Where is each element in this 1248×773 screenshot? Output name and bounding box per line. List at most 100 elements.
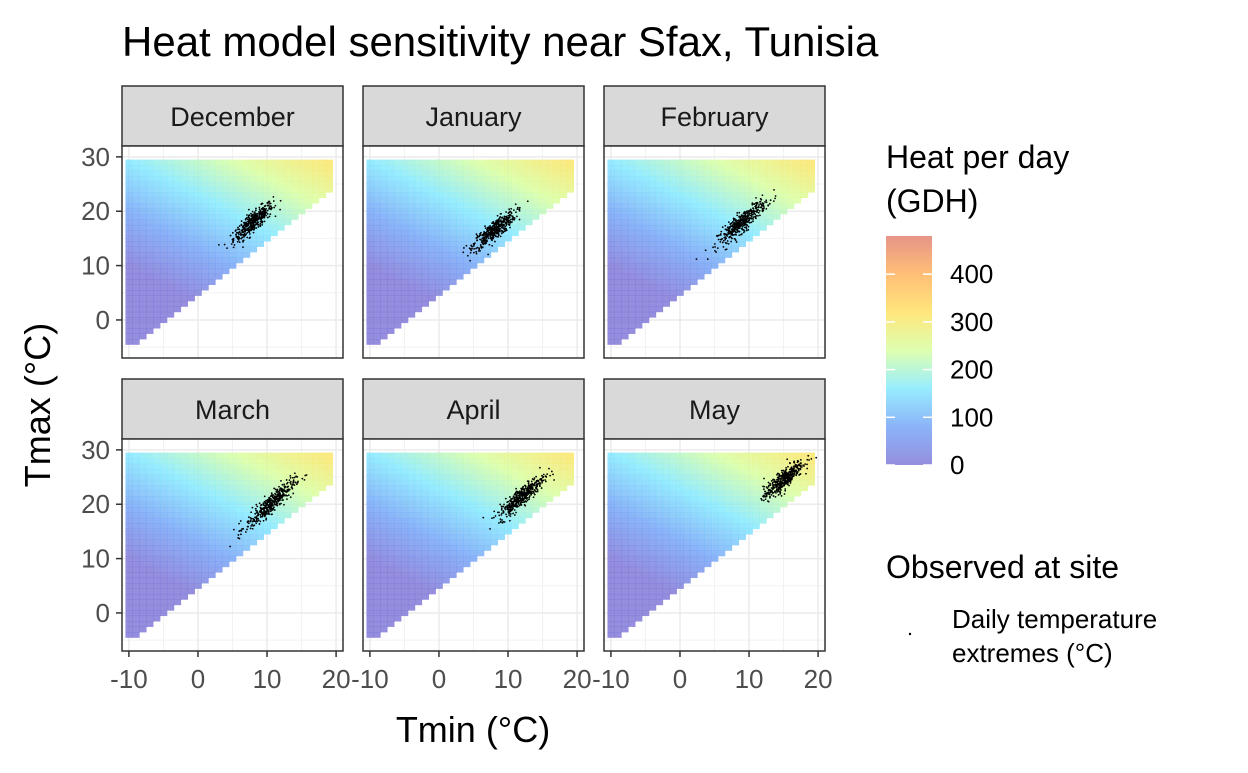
heat-tile (649, 187, 656, 193)
heat-tile (319, 176, 326, 182)
heat-tile (401, 176, 408, 182)
heat-tile (484, 534, 491, 540)
observed-point (735, 234, 737, 236)
heat-tile (312, 198, 319, 204)
heat-tile (442, 534, 449, 540)
observed-point (246, 229, 248, 231)
heat-tile (380, 453, 387, 459)
heat-tile (125, 306, 132, 312)
heat-tile (146, 545, 153, 551)
heat-tile (208, 181, 215, 187)
heat-tile (125, 588, 132, 594)
heat-tile (670, 230, 677, 236)
heat-tile (167, 219, 174, 225)
observed-point (242, 246, 244, 248)
heat-tile (132, 621, 139, 627)
heat-tile (139, 605, 146, 611)
heat-tile (656, 198, 663, 204)
heat-tile (759, 225, 766, 231)
heat-tile (181, 491, 188, 497)
heat-tile (525, 219, 532, 225)
heat-tile (215, 236, 222, 242)
heat-tile (264, 480, 271, 486)
heat-tile (277, 214, 284, 220)
heat-tile (649, 198, 656, 204)
heat-tile (181, 236, 188, 242)
heat-tile (160, 236, 167, 242)
heat-tile (366, 192, 373, 198)
observed-point (773, 200, 775, 202)
heat-tile (373, 627, 380, 633)
heat-tile (491, 540, 498, 546)
heat-tile (539, 496, 546, 502)
heat-tile (167, 474, 174, 480)
heat-tile (394, 529, 401, 535)
heat-tile (697, 252, 704, 258)
heat-tile (408, 268, 415, 274)
heat-tile (525, 165, 532, 171)
heat-tile (312, 170, 319, 176)
heat-tile (139, 209, 146, 215)
heat-tile (380, 621, 387, 627)
heat-tile (181, 285, 188, 291)
heat-tile (373, 474, 380, 480)
heat-tile (794, 170, 801, 176)
heat-tile (380, 534, 387, 540)
heat-tile (208, 160, 215, 166)
heat-tile (139, 181, 146, 187)
heat-tile (477, 170, 484, 176)
heat-tile (181, 214, 188, 220)
heat-tile (139, 534, 146, 540)
heat-tile (153, 192, 160, 198)
observed-point (741, 228, 743, 230)
heat-tile (229, 176, 236, 182)
heat-tile (201, 507, 208, 513)
observed-point (282, 491, 284, 493)
heat-tile (160, 170, 167, 176)
heat-tile (250, 160, 257, 166)
heat-tile (366, 181, 373, 187)
heat-tile (153, 534, 160, 540)
heat-tile (373, 312, 380, 318)
heat-tile (139, 203, 146, 209)
heat-tile (380, 312, 387, 318)
facet-panel-january: January (363, 86, 584, 358)
heat-tile (174, 176, 181, 182)
heat-tile (718, 176, 725, 182)
y-tick-label: 20 (81, 489, 110, 519)
observed-point (268, 201, 270, 203)
heat-tile (132, 312, 139, 318)
heat-tile (264, 523, 271, 529)
heat-tile (291, 453, 298, 459)
heat-tile (195, 512, 202, 518)
heat-tile (326, 469, 333, 475)
heat-tile (264, 181, 271, 187)
heat-tile (429, 225, 436, 231)
heat-tile (539, 187, 546, 193)
heat-tile (284, 463, 291, 469)
heat-tile (139, 295, 146, 301)
heat-tile (449, 540, 456, 546)
heat-tile (305, 485, 312, 491)
observed-point (484, 225, 486, 227)
heat-tile (456, 507, 463, 513)
heat-tile (298, 187, 305, 193)
heat-tile (387, 257, 394, 263)
heat-tile (649, 203, 656, 209)
heat-tile (174, 453, 181, 459)
heat-tile (146, 453, 153, 459)
observed-point (277, 495, 279, 497)
heat-tile (167, 268, 174, 274)
heat-tile (635, 170, 642, 176)
heat-tile (422, 252, 429, 258)
heat-tile (167, 507, 174, 513)
heat-tile (690, 181, 697, 187)
heat-tile (422, 512, 429, 518)
heat-tile (718, 219, 725, 225)
heat-tile (491, 534, 498, 540)
observed-point (292, 482, 294, 484)
heat-tile (284, 165, 291, 171)
heat-tile (436, 192, 443, 198)
heat-tile (387, 252, 394, 258)
heat-tile (732, 176, 739, 182)
